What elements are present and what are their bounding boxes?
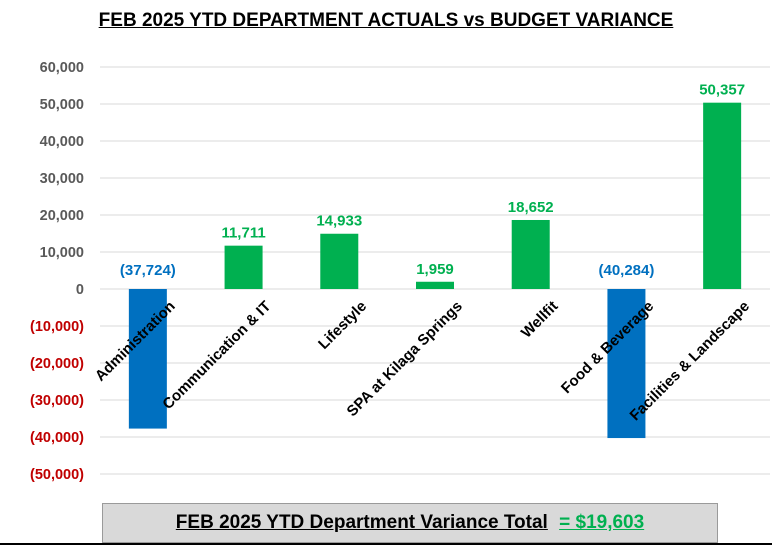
data-label: 1,959 — [416, 261, 454, 278]
bar-chart: 60,000 50,000 40,000 30,000 20,000 10,000 0 (10… — [30, 60, 770, 483]
bars — [128, 102, 742, 439]
variance-total-box: FEB 2025 YTD Department Variance Total =… — [102, 503, 718, 543]
y-tick-label: (50,000) — [30, 467, 84, 483]
y-tick-label: 10,000 — [40, 245, 84, 261]
y-tick-label: (30,000) — [30, 393, 84, 409]
chart-title: FEB 2025 YTD DEPARTMENT ACTUALS vs BUDGE… — [0, 10, 772, 32]
data-label: (40,284) — [598, 262, 654, 279]
data-label: (37,724) — [120, 262, 176, 279]
bar-0 — [128, 289, 167, 429]
y-tick-label: (40,000) — [30, 430, 84, 446]
bottom-border — [0, 543, 772, 545]
data-label: 50,357 — [699, 82, 745, 99]
y-tick-label: 20,000 — [40, 208, 84, 224]
y-tick-label: 0 — [76, 282, 84, 298]
bar-4 — [511, 219, 550, 289]
data-label: 14,933 — [316, 213, 362, 230]
bar-2 — [320, 233, 359, 289]
y-tick-label: (20,000) — [30, 356, 84, 372]
variance-total-label: FEB 2025 YTD Department Variance Total — [175, 512, 548, 533]
category-label: Communication & IT — [159, 298, 274, 413]
y-axis-ticks: 60,000 50,000 40,000 30,000 20,000 10,000 0 (10… — [30, 60, 84, 483]
y-tick-label: 30,000 — [40, 171, 84, 187]
data-label: 18,652 — [508, 199, 554, 216]
y-tick-label: 40,000 — [40, 134, 84, 150]
category-label: Lifestyle — [315, 298, 370, 353]
bar-3 — [416, 281, 454, 289]
chart-title-text: FEB 2025 YTD DEPARTMENT ACTUALS vs BUDGE… — [98, 10, 674, 31]
data-label: 11,711 — [221, 225, 265, 242]
y-tick-label: 50,000 — [40, 97, 84, 113]
data-labels: (37,724) 11,711 14,933 1,959 18,652 (40,284) 5… — [120, 82, 745, 279]
bar-1 — [224, 245, 263, 289]
gridlines — [100, 66, 770, 475]
bar-5 — [607, 289, 646, 439]
variance-total-value: = $19,603 — [559, 512, 645, 533]
category-label: Wellfit — [518, 298, 562, 342]
y-tick-label: 60,000 — [40, 60, 84, 76]
bar-6 — [703, 102, 742, 289]
y-tick-label: (10,000) — [30, 319, 84, 335]
